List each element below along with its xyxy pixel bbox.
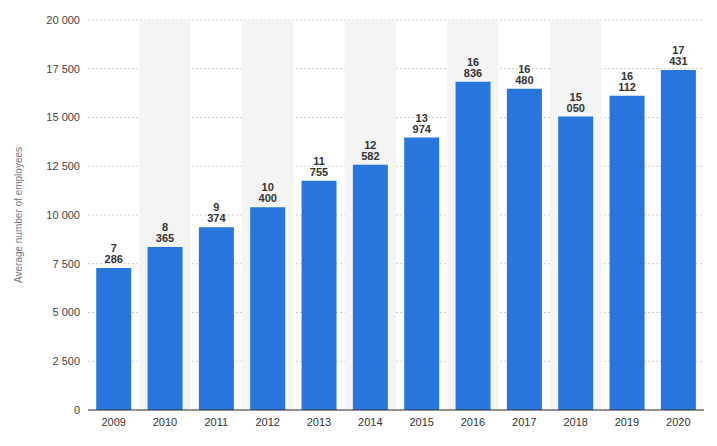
svg-text:2009: 2009 bbox=[101, 416, 125, 428]
svg-text:2010: 2010 bbox=[153, 416, 177, 428]
svg-text:10400: 10400 bbox=[259, 181, 277, 204]
svg-text:7286: 7286 bbox=[105, 242, 123, 265]
svg-text:17 500: 17 500 bbox=[46, 63, 80, 75]
svg-text:10 000: 10 000 bbox=[46, 209, 80, 221]
svg-text:0: 0 bbox=[74, 404, 80, 416]
svg-text:16112: 16112 bbox=[618, 70, 636, 93]
svg-text:5 000: 5 000 bbox=[52, 306, 80, 318]
svg-text:20 000: 20 000 bbox=[46, 14, 80, 26]
svg-text:8365: 8365 bbox=[156, 221, 174, 244]
svg-text:12582: 12582 bbox=[361, 139, 379, 162]
svg-text:16480: 16480 bbox=[515, 63, 533, 86]
svg-text:11755: 11755 bbox=[310, 155, 328, 178]
svg-text:2018: 2018 bbox=[563, 416, 587, 428]
svg-text:16836: 16836 bbox=[464, 56, 482, 79]
svg-text:2019: 2019 bbox=[615, 416, 639, 428]
svg-text:15050: 15050 bbox=[567, 91, 585, 114]
svg-text:15 000: 15 000 bbox=[46, 111, 80, 123]
svg-text:2015: 2015 bbox=[409, 416, 433, 428]
svg-text:2011: 2011 bbox=[205, 416, 229, 428]
svg-text:12 500: 12 500 bbox=[46, 160, 80, 172]
svg-text:2014: 2014 bbox=[358, 416, 382, 428]
svg-text:2017: 2017 bbox=[512, 416, 536, 428]
svg-text:2012: 2012 bbox=[255, 416, 279, 428]
svg-text:13974: 13974 bbox=[413, 112, 432, 135]
svg-text:2020: 2020 bbox=[666, 416, 690, 428]
svg-text:2 500: 2 500 bbox=[52, 355, 80, 367]
svg-text:2013: 2013 bbox=[307, 416, 331, 428]
svg-text:2016: 2016 bbox=[461, 416, 485, 428]
svg-text:7 500: 7 500 bbox=[52, 258, 80, 270]
svg-text:17431: 17431 bbox=[669, 44, 687, 67]
svg-text:Average number of employees: Average number of employees bbox=[13, 147, 24, 283]
svg-text:9374: 9374 bbox=[207, 201, 226, 224]
